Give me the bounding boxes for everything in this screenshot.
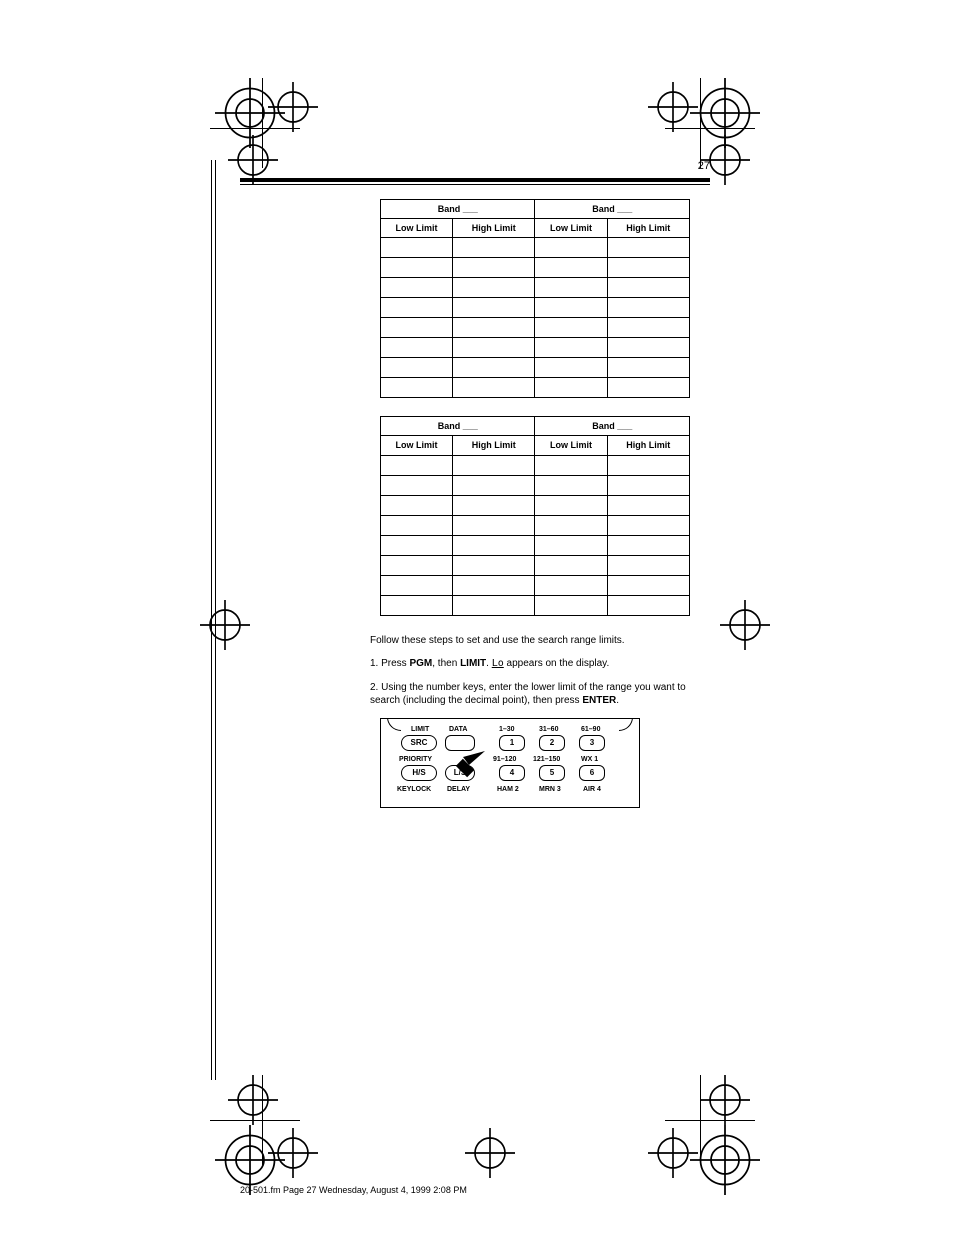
crop-line: [210, 1120, 300, 1121]
table-row: [381, 455, 690, 475]
table-row: [381, 495, 690, 515]
table-band-1: Band ___ Band ___ Low Limit High Limit L…: [380, 199, 690, 398]
guide-line: [215, 160, 216, 1080]
table-header: Band ___: [535, 200, 690, 219]
keypad-label: 31–60: [539, 725, 558, 734]
keypad-label: AIR 4: [583, 785, 601, 794]
table-subheader: Low Limit: [381, 436, 453, 455]
table-subheader: High Limit: [453, 219, 535, 238]
table-row: [381, 278, 690, 298]
footer-metadata: 20-501.fm Page 27 Wednesday, August 4, 1…: [240, 1185, 467, 1195]
table-subheader: High Limit: [453, 436, 535, 455]
crop-mark-bot-left-2: [268, 1128, 318, 1178]
table-row: [381, 515, 690, 535]
header-rule-thin: [240, 184, 710, 185]
keypad-illustration: LIMIT DATA 1–30 31–60 61–90 SRC 1 2 3 PR…: [380, 718, 640, 808]
text: 1. Press: [370, 658, 409, 669]
table-row: [381, 535, 690, 555]
display-text: Lo: [492, 658, 504, 669]
num-5-button: 5: [539, 765, 565, 781]
table-row: [381, 475, 690, 495]
table-header: Band ___: [381, 417, 535, 436]
page-number: 27: [240, 160, 710, 172]
keypad-label: HAM 2: [497, 785, 519, 794]
text: 2. Using the number keys, enter the lowe…: [370, 682, 686, 707]
keypad-label: 121–150: [533, 755, 560, 764]
table-row: [381, 595, 690, 615]
table-subheader: High Limit: [607, 219, 689, 238]
crop-mark-top-right: [648, 82, 698, 132]
src-button: SRC: [401, 735, 437, 751]
body-column: Band ___ Band ___ Low Limit High Limit L…: [370, 199, 710, 808]
keypad-label: KEYLOCK: [397, 785, 431, 794]
table-row: [381, 318, 690, 338]
keypad-label: 91–120: [493, 755, 516, 764]
keypad-label: MRN 3: [539, 785, 561, 794]
text: appears on the display.: [504, 658, 609, 669]
button-label: LIMIT: [460, 658, 486, 669]
keypad-frame: [619, 718, 633, 731]
crop-line: [665, 1120, 755, 1121]
num-2-button: 2: [539, 735, 565, 751]
reg-mark-bot-right: [690, 1125, 760, 1195]
keypad-label: LIMIT: [411, 725, 429, 734]
num-3-button: 3: [579, 735, 605, 751]
table-band-2: Band ___ Band ___ Low Limit High Limit L…: [380, 416, 690, 615]
button-label: PGM: [409, 658, 432, 669]
crop-mark-bot-center: [465, 1128, 515, 1178]
keypad-label: DATA: [449, 725, 467, 734]
table-header: Band ___: [535, 417, 690, 436]
keypad-label: DELAY: [447, 785, 470, 794]
table-row: [381, 378, 690, 398]
keypad-label: 1–30: [499, 725, 515, 734]
num-1-button: 1: [499, 735, 525, 751]
header-rule-thick: [240, 178, 710, 182]
table-row: [381, 338, 690, 358]
page-content: 27 Band ___ Band ___ Low Limit High Limi…: [240, 160, 740, 818]
table-row: [381, 298, 690, 318]
table-subheader: High Limit: [607, 436, 689, 455]
table-subheader: Low Limit: [535, 436, 607, 455]
text: .: [616, 695, 619, 706]
button-label: ENTER: [582, 695, 616, 706]
crop-mark-top-left: [268, 82, 318, 132]
table-subheader: Low Limit: [381, 219, 453, 238]
keypad-frame: [387, 718, 401, 731]
num-6-button: 6: [579, 765, 605, 781]
keypad-label: WX 1: [581, 755, 598, 764]
text: , then: [432, 658, 460, 669]
table-subheader: Low Limit: [535, 219, 607, 238]
keypad-label: 61–90: [581, 725, 600, 734]
keypad-label: PRIORITY: [399, 755, 432, 764]
crop-line: [665, 128, 755, 129]
num-4-button: 4: [499, 765, 525, 781]
pointer-arrow-icon: [449, 743, 489, 783]
hs-button: H/S: [401, 765, 437, 781]
crop-mark-bot-left: [228, 1075, 278, 1125]
guide-line: [211, 160, 212, 1080]
step-2: 2. Using the number keys, enter the lowe…: [370, 681, 710, 708]
table-row: [381, 358, 690, 378]
table-row: [381, 555, 690, 575]
table-header: Band ___: [381, 200, 535, 219]
table-row: [381, 258, 690, 278]
paragraph: Follow these steps to set and use the se…: [370, 634, 710, 648]
step-1: 1. Press PGM, then LIMIT. Lo appears on …: [370, 657, 710, 671]
crop-line: [210, 128, 300, 129]
crop-mark-bot-right: [700, 1075, 750, 1125]
table-row: [381, 238, 690, 258]
table-row: [381, 575, 690, 595]
